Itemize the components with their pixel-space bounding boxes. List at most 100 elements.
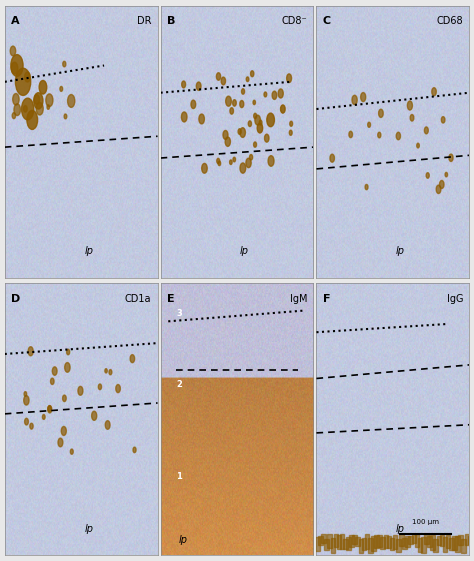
Bar [446, 535, 450, 548]
Circle shape [182, 112, 187, 122]
Circle shape [445, 172, 447, 177]
Text: 2: 2 [176, 380, 182, 389]
Bar [365, 534, 369, 549]
Circle shape [116, 384, 120, 393]
Bar [381, 537, 385, 549]
Circle shape [233, 157, 236, 162]
Circle shape [105, 421, 110, 429]
Text: lp: lp [396, 523, 405, 534]
Circle shape [64, 114, 67, 119]
Text: CD8⁻: CD8⁻ [282, 16, 307, 26]
Circle shape [254, 142, 256, 147]
Circle shape [24, 105, 27, 112]
Text: IgG: IgG [447, 294, 463, 304]
Bar [462, 539, 466, 553]
Circle shape [217, 158, 219, 163]
Bar [443, 537, 447, 552]
Circle shape [202, 163, 207, 173]
Circle shape [78, 387, 83, 396]
Bar [396, 539, 401, 551]
Circle shape [365, 185, 368, 190]
Text: 3: 3 [176, 309, 182, 318]
Circle shape [52, 367, 57, 375]
Bar [387, 536, 391, 548]
Circle shape [267, 113, 274, 127]
Bar [324, 539, 329, 550]
Bar [409, 536, 413, 544]
Circle shape [417, 143, 419, 148]
Text: CD68: CD68 [437, 16, 463, 26]
Bar [458, 535, 463, 545]
Bar [415, 534, 419, 547]
Circle shape [46, 94, 53, 107]
Circle shape [268, 155, 274, 166]
Bar [411, 534, 416, 543]
Circle shape [16, 68, 31, 95]
Circle shape [25, 419, 28, 425]
Bar [424, 535, 428, 544]
Bar [340, 534, 345, 549]
Circle shape [64, 362, 70, 373]
Circle shape [11, 54, 23, 76]
Circle shape [133, 447, 136, 453]
Circle shape [226, 96, 231, 106]
Bar [356, 537, 360, 546]
Circle shape [439, 181, 444, 188]
Text: 100 μm: 100 μm [412, 519, 439, 526]
Bar [337, 536, 341, 549]
Bar [418, 539, 422, 552]
Circle shape [60, 86, 63, 91]
Bar [330, 539, 335, 553]
Bar [405, 536, 410, 548]
Circle shape [68, 94, 75, 107]
Bar [328, 534, 332, 548]
Circle shape [240, 163, 246, 173]
Circle shape [27, 111, 37, 130]
Bar [362, 538, 366, 550]
Bar [468, 536, 472, 544]
Circle shape [378, 132, 381, 138]
Circle shape [48, 406, 52, 413]
Circle shape [407, 101, 412, 110]
Circle shape [229, 160, 232, 164]
Bar [437, 536, 441, 545]
Circle shape [240, 128, 246, 137]
Text: D: D [11, 294, 20, 304]
Bar [321, 534, 326, 543]
Bar [377, 535, 382, 547]
Circle shape [24, 392, 27, 396]
Bar [383, 535, 388, 548]
Circle shape [21, 98, 34, 120]
Text: F: F [323, 294, 330, 304]
Bar [452, 536, 457, 550]
Text: DR: DR [137, 16, 151, 26]
Circle shape [289, 130, 292, 135]
Circle shape [290, 121, 292, 126]
Circle shape [281, 105, 285, 113]
Circle shape [249, 154, 253, 160]
Bar [433, 539, 438, 552]
Circle shape [255, 115, 260, 125]
Circle shape [217, 73, 220, 80]
Text: C: C [323, 16, 331, 26]
Text: lp: lp [84, 246, 93, 256]
Text: lp: lp [179, 535, 188, 545]
Circle shape [264, 92, 267, 97]
Circle shape [330, 154, 335, 162]
Circle shape [14, 104, 20, 116]
Circle shape [30, 423, 33, 429]
Text: lp: lp [84, 523, 93, 534]
Circle shape [13, 94, 19, 105]
Bar [334, 534, 338, 548]
Text: 1: 1 [176, 472, 182, 481]
Circle shape [230, 108, 234, 114]
Bar [402, 538, 407, 549]
Bar [346, 537, 351, 550]
Circle shape [436, 185, 441, 194]
Circle shape [379, 109, 383, 117]
Bar [315, 537, 319, 550]
Circle shape [109, 370, 112, 375]
Bar [449, 539, 454, 550]
Circle shape [130, 355, 135, 362]
Bar [421, 537, 426, 553]
